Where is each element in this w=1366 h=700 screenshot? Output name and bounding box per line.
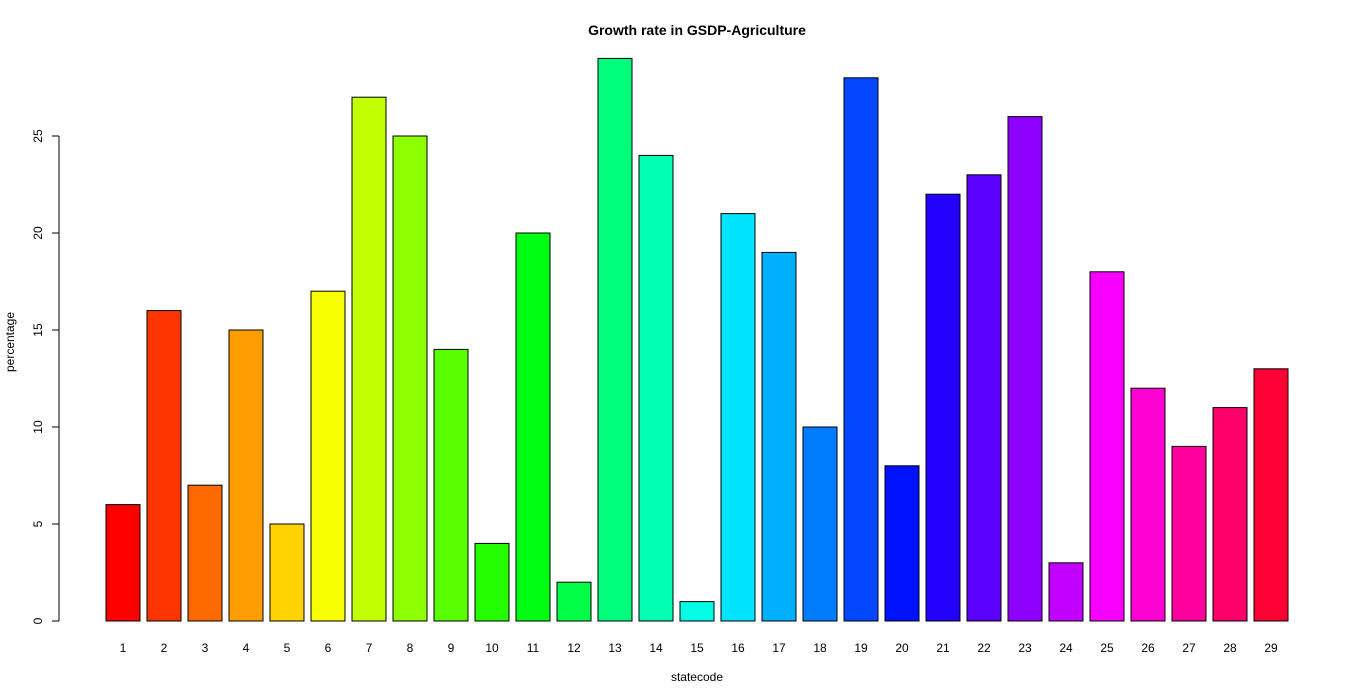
y-tick-label: 20	[31, 226, 45, 240]
bar-8	[392, 135, 428, 622]
x-tick-label: 29	[1264, 641, 1278, 655]
x-tick-label: 9	[448, 641, 455, 655]
bar-26	[1130, 387, 1166, 622]
bar-17	[761, 251, 797, 622]
x-tick-label: 20	[895, 641, 909, 655]
x-axis-label: statecode	[671, 670, 723, 684]
bar-19	[843, 77, 879, 622]
x-tick-labels: 1 2 3 4 5 6 7 8 9 10 11 12 13 14 15 16 17 18 19 20 21 22 23 24 2…	[120, 641, 1278, 655]
bar-7	[351, 96, 387, 622]
x-tick-label: 2	[161, 641, 168, 655]
bar-6	[310, 290, 346, 622]
bar-11	[515, 232, 551, 622]
bar-14	[638, 154, 674, 622]
bar-29	[1253, 368, 1289, 622]
bar-1	[105, 504, 141, 622]
x-tick-label: 15	[690, 641, 704, 655]
x-tick-label: 22	[977, 641, 991, 655]
bar-27	[1171, 445, 1207, 622]
bar-21	[925, 193, 961, 622]
y-axis-label: percentage	[3, 312, 17, 372]
bar-10	[474, 542, 510, 622]
bar-15	[679, 601, 715, 622]
x-tick-label: 5	[284, 641, 291, 655]
x-tick-label: 7	[366, 641, 373, 655]
y-tick-label: 25	[31, 129, 45, 143]
x-tick-label: 26	[1141, 641, 1155, 655]
bars-group	[105, 57, 1289, 622]
bar-9	[433, 348, 469, 622]
bar-16	[720, 213, 756, 622]
bar-12	[556, 581, 592, 622]
bar-20	[884, 465, 920, 622]
y-axis: 0 5 10 15 20 25	[31, 129, 60, 624]
y-tick-label: 10	[31, 420, 45, 434]
x-tick-label: 25	[1100, 641, 1114, 655]
x-tick-label: 11	[527, 641, 540, 655]
bar-22	[966, 174, 1002, 622]
x-tick-label: 3	[202, 641, 209, 655]
bar-25	[1089, 271, 1125, 622]
bar-4	[228, 329, 264, 622]
x-tick-label: 28	[1223, 641, 1237, 655]
bar-3	[187, 484, 223, 622]
bar-23	[1007, 116, 1043, 622]
y-tick-label: 0	[31, 617, 45, 624]
x-tick-label: 13	[608, 641, 622, 655]
x-tick-label: 19	[854, 641, 868, 655]
x-tick-label: 23	[1018, 641, 1032, 655]
x-tick-label: 24	[1059, 641, 1073, 655]
x-tick-label: 14	[649, 641, 663, 655]
bar-13	[597, 57, 633, 622]
x-tick-label: 8	[407, 641, 414, 655]
chart-title: Growth rate in GSDP-Agriculture	[588, 22, 806, 38]
bar-5	[269, 523, 305, 622]
x-tick-label: 1	[120, 641, 127, 655]
x-tick-label: 21	[936, 641, 950, 655]
x-tick-label: 27	[1182, 641, 1196, 655]
y-tick-label: 5	[31, 520, 45, 527]
x-tick-label: 6	[325, 641, 332, 655]
bar-24	[1048, 562, 1084, 622]
x-tick-label: 17	[772, 641, 786, 655]
x-tick-label: 16	[731, 641, 745, 655]
bar-18	[802, 426, 838, 622]
x-tick-label: 18	[813, 641, 827, 655]
bar-28	[1212, 407, 1248, 622]
bar-2	[146, 310, 182, 622]
y-tick-label: 15	[31, 323, 45, 337]
x-tick-label: 10	[485, 641, 499, 655]
x-tick-label: 12	[567, 641, 581, 655]
x-tick-label: 4	[243, 641, 250, 655]
